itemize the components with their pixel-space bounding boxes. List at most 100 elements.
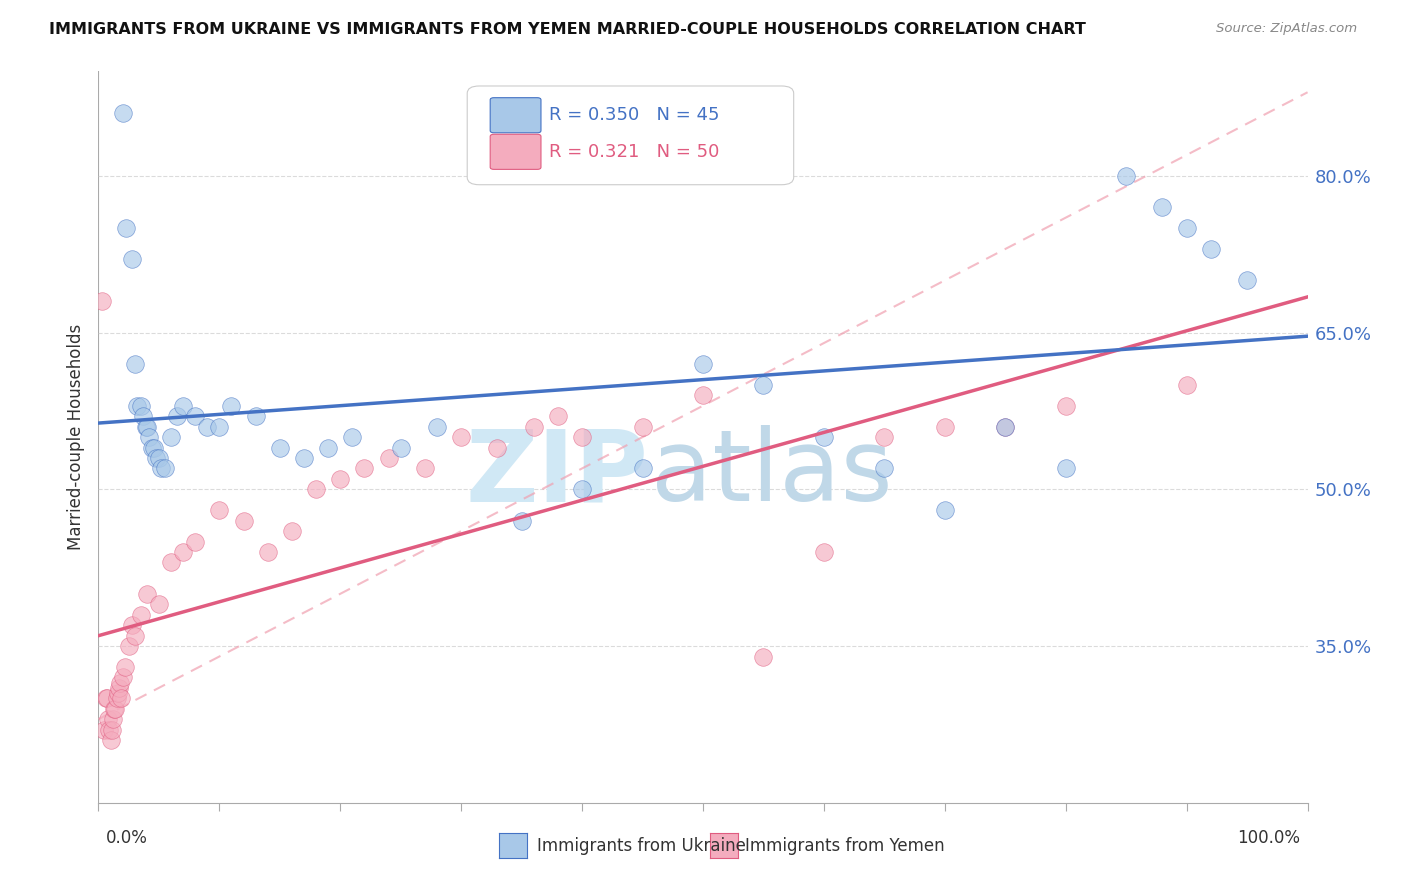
Point [571,483,593,497]
Point [108,675,131,690]
Point [1175,377,1198,392]
Point [150,461,173,475]
Point [94,691,117,706]
Point [256,545,278,559]
Point [994,419,1017,434]
Point [135,587,157,601]
Point [208,419,231,434]
Point [281,524,304,538]
Point [692,357,714,371]
Point [127,399,149,413]
Point [135,419,157,434]
Point [195,419,218,434]
Point [107,686,129,700]
Text: R = 0.350   N = 45: R = 0.350 N = 45 [550,106,720,124]
Point [245,409,267,424]
Point [97,712,120,726]
Point [934,419,956,434]
Point [269,441,291,455]
Point [873,461,896,475]
Point [129,399,152,413]
Point [135,419,157,434]
Point [752,377,775,392]
Point [132,409,155,424]
Point [486,441,509,455]
Point [813,430,835,444]
Point [121,618,143,632]
Point [184,534,207,549]
Point [221,399,243,413]
Text: IMMIGRANTS FROM UKRAINE VS IMMIGRANTS FROM YEMEN MARRIED-COUPLE HOUSEHOLDS CORRE: IMMIGRANTS FROM UKRAINE VS IMMIGRANTS FR… [49,22,1085,37]
FancyBboxPatch shape [491,135,541,169]
Text: atlas: atlas [651,425,893,522]
Text: ZIP: ZIP [465,425,648,522]
Point [389,441,412,455]
Point [1054,461,1077,475]
Point [138,430,160,444]
Point [353,461,375,475]
Point [329,472,352,486]
Text: 100.0%: 100.0% [1237,829,1301,847]
Point [208,503,231,517]
Text: R = 0.321   N = 50: R = 0.321 N = 50 [550,143,720,161]
Point [100,723,122,737]
Point [172,545,194,559]
Point [160,556,183,570]
Point [166,409,188,424]
Point [377,450,399,465]
Point [172,399,194,413]
Point [450,430,472,444]
Point [141,441,163,455]
Point [1199,242,1222,256]
Point [145,450,167,465]
Point [114,660,136,674]
Point [153,461,176,475]
Point [115,221,138,235]
Point [426,419,449,434]
Point [110,691,132,706]
Point [1152,200,1174,214]
Text: Immigrants from Yemen: Immigrants from Yemen [745,837,945,855]
Text: 0.0%: 0.0% [105,829,148,847]
Point [1115,169,1137,183]
Point [129,607,152,622]
Point [121,252,143,267]
Point [103,702,125,716]
Point [316,441,339,455]
Point [752,649,775,664]
Y-axis label: Married-couple Households: Married-couple Households [66,324,84,550]
Point [124,357,146,371]
Point [305,483,328,497]
FancyBboxPatch shape [491,98,541,133]
Text: Source: ZipAtlas.com: Source: ZipAtlas.com [1216,22,1357,36]
Point [813,545,835,559]
Point [547,409,569,424]
Point [571,430,593,444]
Point [104,702,127,716]
Point [101,712,124,726]
Point [1175,221,1198,235]
Point [143,441,166,455]
Point [124,629,146,643]
Point [118,639,141,653]
Point [631,419,654,434]
Point [148,450,170,465]
Point [105,691,128,706]
Point [148,597,170,611]
Point [413,461,436,475]
Point [631,461,654,475]
Point [108,681,131,695]
Point [93,723,115,737]
Point [1236,273,1258,287]
Point [96,691,118,706]
Point [100,733,122,747]
Point [98,723,121,737]
Point [1054,399,1077,413]
Point [292,450,315,465]
Text: Immigrants from Ukraine: Immigrants from Ukraine [537,837,747,855]
Point [523,419,546,434]
Point [873,430,896,444]
Point [160,430,183,444]
Point [111,106,134,120]
Point [342,430,364,444]
